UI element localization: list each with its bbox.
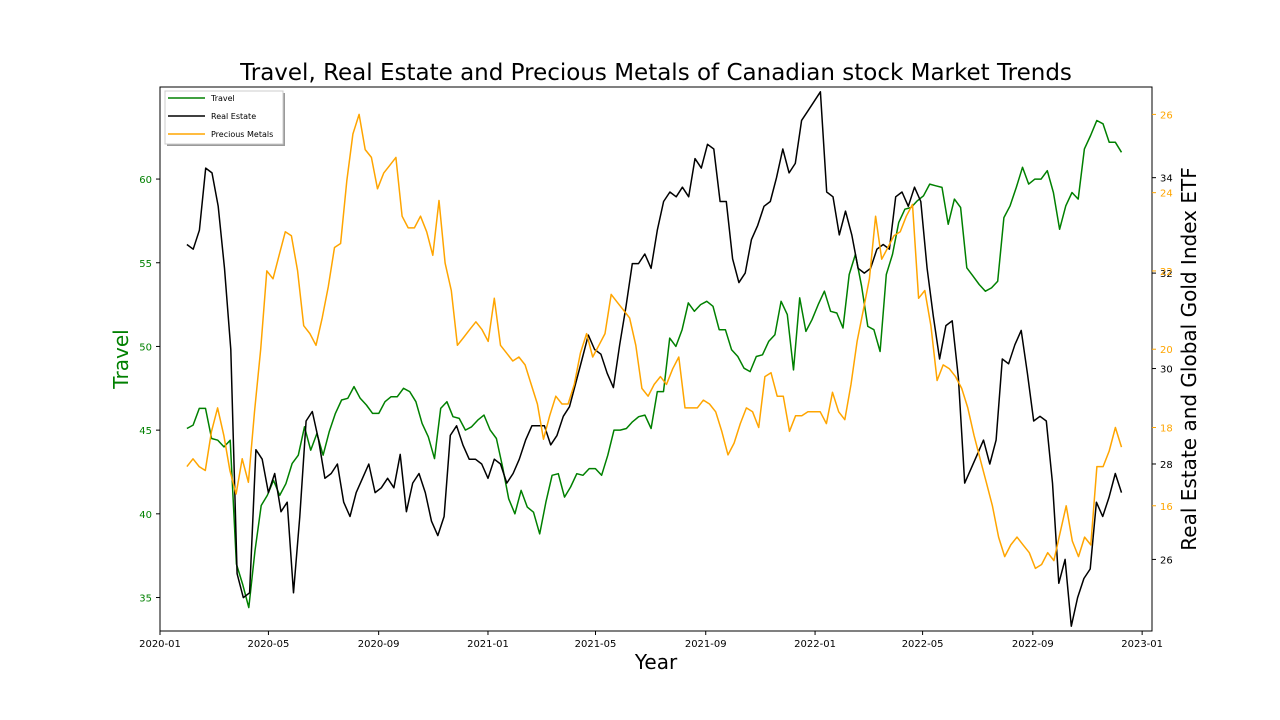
y-right-pm-tick-label: 24 [1160, 189, 1173, 200]
y-right-pm-tick-label: 20 [1160, 345, 1173, 356]
y-left-tick-label: 50 [139, 342, 152, 353]
legend-label: Real Estate [211, 112, 256, 121]
x-tick-label: 2021-01 [467, 639, 509, 650]
series-line-precious-metals [186, 113, 1123, 570]
x-tick-label: 2022-09 [1012, 639, 1054, 650]
y-right-re-tick-label: 26 [1160, 555, 1173, 566]
y-left-tick-label: 35 [139, 594, 152, 605]
y-axis-right-real-estate: 26 28 30 32 34 [1152, 174, 1173, 566]
x-axis: 2020-01 2020-05 2020-09 2021-01 2021-05 2021-… [139, 631, 1163, 650]
y-right-re-tick-label: 30 [1160, 365, 1173, 376]
legend: Travel Real Estate Precious Metals [164, 90, 285, 146]
y-axis-right-precious-metals: 16 18 20 22 24 26 [1152, 110, 1173, 513]
y-right-pm-tick-label: 16 [1160, 502, 1173, 513]
x-axis-title: Year [634, 650, 678, 674]
x-tick-label: 2020-05 [248, 639, 290, 650]
y-left-tick-label: 45 [139, 426, 152, 437]
legend-label: Precious Metals [211, 130, 273, 139]
series-line-real-estate [186, 91, 1123, 627]
x-tick-label: 2020-09 [358, 639, 400, 650]
x-tick-label: 2021-09 [685, 639, 727, 650]
y-right-pm-tick-label: 26 [1160, 110, 1173, 121]
y-left-tick-label: 40 [139, 510, 152, 521]
legend-box [164, 90, 284, 145]
y-right-re-tick-label: 28 [1160, 460, 1173, 471]
chart-title: Travel, Real Estate and Precious Metals … [239, 60, 1072, 86]
y-right-pm-tick-label: 18 [1160, 423, 1173, 434]
x-tick-label: 2021-05 [575, 639, 617, 650]
y-left-tick-label: 60 [139, 175, 152, 186]
x-tick-label: 2023-01 [1121, 639, 1163, 650]
y-left-tick-label: 55 [139, 259, 152, 270]
y-axis-left: 35 40 45 50 55 60 [139, 175, 160, 605]
y-right-re-tick-label: 32 [1160, 269, 1173, 280]
y-right-pm-tick-label: 22 [1160, 267, 1173, 278]
y-axis-right-title: Real Estate and Global Gold Index ETF [1177, 167, 1201, 550]
series-line-travel [186, 119, 1123, 609]
y-right-re-tick-label: 34 [1160, 174, 1173, 185]
y-axis-left-title: Travel [109, 329, 133, 389]
x-tick-label: 2022-05 [902, 639, 944, 650]
x-tick-label: 2022-01 [794, 639, 836, 650]
x-tick-label: 2020-01 [139, 639, 181, 650]
plot-frame [159, 86, 1153, 632]
legend-label: Travel [210, 94, 235, 103]
plot-area [159, 86, 1153, 632]
series-layer [186, 91, 1123, 627]
